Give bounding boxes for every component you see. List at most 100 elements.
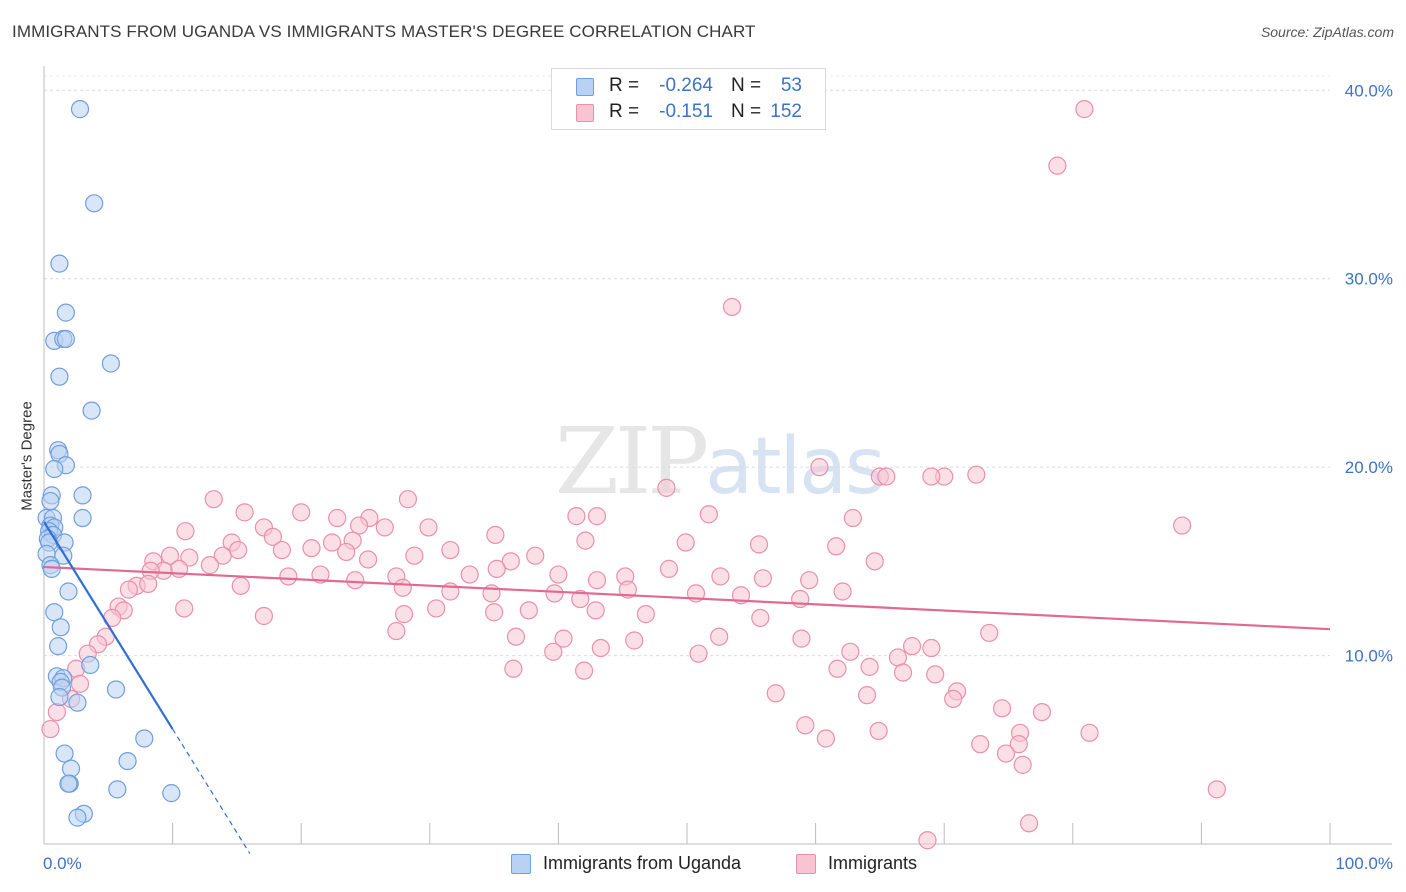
immigrants-point (792, 629, 811, 648)
immigrants-point (427, 599, 446, 618)
uganda-point (56, 303, 75, 322)
immigrants-point (504, 659, 523, 678)
immigrants-point (292, 503, 311, 522)
immigrants-point (971, 735, 990, 754)
immigrants-point (922, 638, 941, 658)
immigrants-point (571, 589, 590, 609)
immigrants-point (902, 637, 922, 656)
immigrants-point (659, 559, 679, 578)
n-value: 53 (780, 75, 802, 96)
immigrants-point (160, 546, 180, 565)
immigrants-point (554, 629, 573, 648)
uganda-point (41, 491, 60, 511)
immigrants-point (893, 663, 913, 682)
uganda-swatch (576, 78, 594, 96)
immigrants-point (549, 565, 568, 584)
immigrants-point (710, 627, 729, 646)
y-tick-label: 30.0% (1345, 270, 1393, 289)
immigrants-point (346, 571, 365, 590)
immigrants-point (618, 580, 637, 599)
source-credit: Source: ZipAtlas.com (1260, 24, 1394, 40)
immigrants-point (587, 571, 607, 590)
immigrants-point (689, 644, 708, 663)
n-value: 152 (770, 101, 802, 122)
immigrants-point (519, 601, 538, 620)
uganda-legend-swatch (511, 854, 531, 874)
immigrants-point (625, 631, 644, 650)
uganda-point (106, 680, 126, 699)
immigrants-point (722, 297, 742, 317)
immigrants-point (419, 518, 438, 537)
immigrants-point (967, 465, 986, 484)
uganda-point (50, 687, 69, 707)
uganda-trendline-extension (172, 728, 251, 854)
immigrants-point (860, 657, 879, 676)
uganda-point (108, 780, 127, 799)
n-label: N = (731, 101, 762, 122)
immigrants-point (676, 533, 695, 552)
immigrants-point (567, 507, 586, 526)
immigrants-point (176, 522, 195, 541)
immigrants-point (200, 556, 219, 575)
immigrants-point (375, 518, 394, 537)
immigrants-point (387, 621, 406, 641)
uganda-point (50, 254, 69, 273)
immigrants-point (869, 721, 888, 741)
immigrants-point (398, 490, 418, 509)
immigrants-point (302, 539, 321, 558)
immigrants-point (235, 503, 254, 522)
legend-label-immigrants: Immigrants (828, 853, 918, 873)
stats-legend-row-immigrants: R = -0.151 N = 152 (552, 101, 825, 125)
immigrants-point (1013, 755, 1032, 774)
immigrants-point (405, 546, 424, 565)
uganda-point (118, 751, 137, 771)
uganda-point (73, 508, 92, 528)
immigrants-point (843, 508, 862, 528)
immigrants-point (711, 567, 730, 586)
uganda-point (162, 784, 181, 803)
uganda-point (45, 459, 64, 479)
immigrants-point (47, 702, 66, 722)
immigrants-point (791, 589, 810, 609)
uganda-point (81, 655, 100, 675)
uganda-point (49, 637, 68, 656)
immigrants-point (766, 684, 785, 703)
immigrants-point (70, 674, 90, 693)
series-legend: Immigrants from Uganda Immigrants (0, 852, 1406, 878)
immigrants-point (636, 605, 655, 624)
immigrants-point (833, 582, 852, 601)
immigrants-point (865, 552, 884, 571)
immigrants-point (753, 569, 772, 588)
immigrants-point (926, 665, 945, 684)
n-label: N = (731, 75, 762, 96)
uganda-point (68, 693, 87, 712)
immigrants-point (828, 659, 847, 678)
immigrants-point (229, 540, 248, 560)
immigrants-point (796, 716, 815, 735)
y-tick-label: 40.0% (1345, 81, 1393, 100)
immigrants-point (810, 458, 829, 477)
x-tick-label: 100.0% (1335, 854, 1393, 873)
immigrants-point (575, 661, 594, 680)
immigrants-point (263, 527, 283, 546)
y-tick-label: 20.0% (1345, 458, 1393, 477)
uganda-point (82, 401, 101, 420)
immigrants-point (279, 567, 298, 586)
r-label: R = (609, 101, 640, 122)
immigrants-point (337, 542, 356, 562)
immigrants-point (922, 467, 941, 486)
immigrants-point (980, 623, 999, 643)
immigrants-point (992, 699, 1012, 718)
uganda-point (85, 194, 104, 213)
immigrants-point (751, 608, 770, 627)
immigrants-point (393, 578, 412, 597)
uganda-point (70, 100, 90, 119)
immigrants-point (506, 627, 526, 646)
immigrants-point (944, 689, 963, 709)
uganda-point (56, 329, 75, 349)
stats-legend: R = -0.264 N = 53 R = -0.151 N = 152 (551, 68, 826, 130)
immigrants-trendline (43, 565, 1331, 631)
watermark-zip: ZIP (555, 408, 709, 515)
r-value: -0.151 (659, 101, 713, 122)
